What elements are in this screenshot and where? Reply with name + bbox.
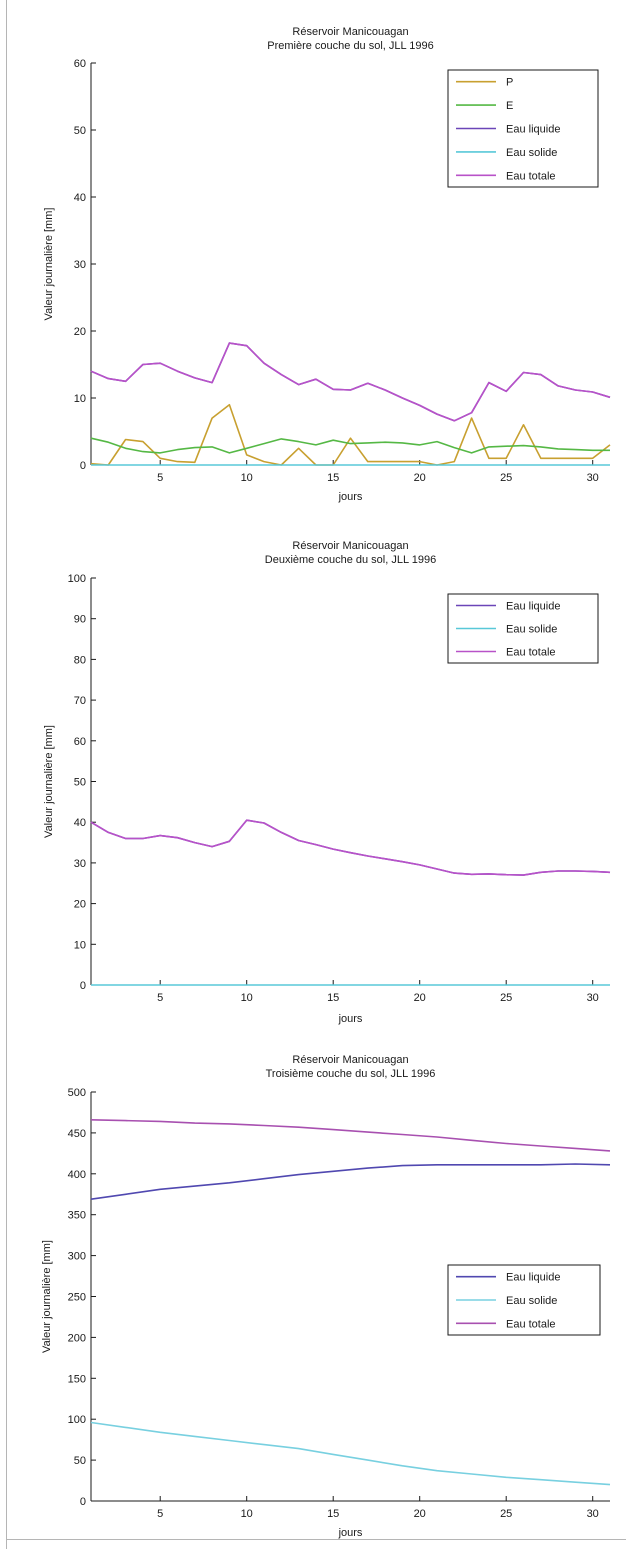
series-line-eau-solide xyxy=(90,1421,611,1486)
y-tick-label: 100 xyxy=(68,573,86,585)
x-tick-label: 15 xyxy=(327,992,339,1004)
x-tick-label: 25 xyxy=(500,992,512,1004)
legend-entry: Eau solide xyxy=(506,1295,557,1307)
legend-entry: Eau liquide xyxy=(506,601,560,613)
y-tick-label: 60 xyxy=(74,58,86,70)
x-tick-label: 10 xyxy=(241,472,253,484)
series-line-eau-liquide xyxy=(90,342,611,422)
y-tick-label: 100 xyxy=(68,1414,86,1426)
y-tick-label: 10 xyxy=(74,393,86,405)
series-line-p xyxy=(90,403,611,466)
y-tick-label: 30 xyxy=(74,259,86,271)
series-line-eau-totale xyxy=(90,1119,611,1152)
y-tick-label: 90 xyxy=(74,614,86,626)
x-tick-label: 30 xyxy=(587,992,599,1004)
y-tick-label: 10 xyxy=(74,939,86,951)
y-tick-label: 300 xyxy=(68,1251,86,1263)
legend-entry: Eau totale xyxy=(506,647,556,659)
y-tick-label: 200 xyxy=(68,1332,86,1344)
x-tick-label: 5 xyxy=(157,1508,163,1520)
legend-entry: Eau totale xyxy=(506,170,556,182)
y-tick-label: 40 xyxy=(74,817,86,829)
x-tick-label: 10 xyxy=(241,1508,253,1520)
chart-title-2: Réservoir Manicouagan xyxy=(292,540,408,552)
y-tick-label: 50 xyxy=(74,125,86,137)
x-axis-label-1: jours xyxy=(338,491,363,503)
y-tick-label: 80 xyxy=(74,654,86,666)
x-tick-label: 20 xyxy=(414,1508,426,1520)
y-tick-label: 0 xyxy=(80,460,86,472)
y-tick-label: 20 xyxy=(74,326,86,338)
y-tick-label: 30 xyxy=(74,858,86,870)
series-line-eau-liquide xyxy=(90,819,611,876)
y-tick-label: 450 xyxy=(68,1128,86,1140)
y-tick-label: 50 xyxy=(74,777,86,789)
y-tick-label: 150 xyxy=(68,1373,86,1385)
legend-entry: Eau solide xyxy=(506,624,557,636)
y-tick-label: 40 xyxy=(74,192,86,204)
series-line-eau-liquide xyxy=(90,1163,611,1200)
legend-entry: P xyxy=(506,77,513,89)
chart-subtitle-2: Deuxième couche du sol, JLL 1996 xyxy=(265,554,436,566)
x-tick-label: 30 xyxy=(587,1508,599,1520)
y-tick-label: 60 xyxy=(74,736,86,748)
x-tick-label: 5 xyxy=(157,472,163,484)
x-tick-label: 20 xyxy=(414,992,426,1004)
y-tick-label: 400 xyxy=(68,1169,86,1181)
chart-title-3: Réservoir Manicouagan xyxy=(292,1054,408,1066)
chart-subtitle-3: Troisième couche du sol, JLL 1996 xyxy=(266,1068,436,1080)
y-tick-label: 250 xyxy=(68,1292,86,1304)
chart-layer-3: Réservoir Manicouagan Troisième couche du… xyxy=(41,1054,611,1539)
series-line-e xyxy=(90,437,610,454)
x-tick-label: 10 xyxy=(241,992,253,1004)
legend-entry: E xyxy=(506,100,513,112)
legend-entry: Eau liquide xyxy=(506,1272,560,1284)
legend-entry: Eau totale xyxy=(506,1318,556,1330)
y-tick-label: 70 xyxy=(74,695,86,707)
y-tick-label: 0 xyxy=(80,980,86,992)
chart-layer-2: Réservoir Manicouagan Deuxième couche du … xyxy=(43,540,611,1025)
chart-title-1: Réservoir Manicouagan xyxy=(292,26,408,38)
series-line-eau-totale xyxy=(90,819,611,876)
x-tick-label: 15 xyxy=(327,472,339,484)
y-tick-label: 350 xyxy=(68,1210,86,1222)
chart-subtitle-1: Première couche du sol, JLL 1996 xyxy=(267,40,434,52)
x-tick-label: 25 xyxy=(500,472,512,484)
x-axis-label-2: jours xyxy=(338,1013,363,1025)
y-tick-label: 20 xyxy=(74,899,86,911)
x-tick-label: 30 xyxy=(587,472,599,484)
chart-layer-1: Réservoir Manicouagan Première couche du … xyxy=(43,26,611,503)
x-tick-label: 20 xyxy=(414,472,426,484)
series-line-eau-totale xyxy=(90,342,611,422)
x-tick-label: 5 xyxy=(157,992,163,1004)
x-tick-label: 25 xyxy=(500,1508,512,1520)
x-axis-label-3: jours xyxy=(338,1527,363,1539)
y-tick-label: 500 xyxy=(68,1087,86,1099)
y-axis-label-1: Valeur journalière [mm] xyxy=(43,208,55,321)
legend-entry: Eau liquide xyxy=(506,124,560,136)
y-tick-label: 0 xyxy=(80,1496,86,1508)
y-tick-label: 50 xyxy=(74,1455,86,1467)
y-axis-label-2: Valeur journalière [mm] xyxy=(43,725,55,838)
y-axis-label-3: Valeur journalière [mm] xyxy=(41,1240,53,1353)
x-tick-label: 15 xyxy=(327,1508,339,1520)
legend-entry: Eau solide xyxy=(506,147,557,159)
